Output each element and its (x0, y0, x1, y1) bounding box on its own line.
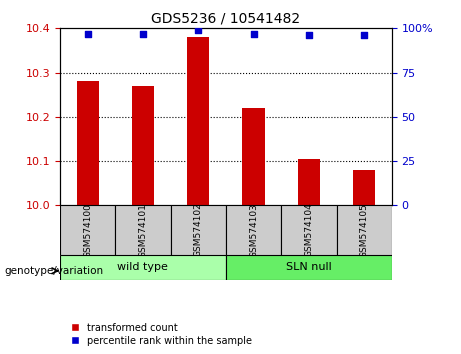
Text: GSM574105: GSM574105 (360, 202, 369, 258)
FancyBboxPatch shape (281, 205, 337, 255)
FancyBboxPatch shape (226, 255, 392, 280)
FancyBboxPatch shape (171, 205, 226, 255)
Text: GSM574101: GSM574101 (138, 202, 148, 258)
Text: GSM574100: GSM574100 (83, 202, 92, 258)
FancyBboxPatch shape (115, 205, 171, 255)
Text: GSM574103: GSM574103 (249, 202, 258, 258)
Text: genotype/variation: genotype/variation (5, 266, 104, 276)
Bar (353, 170, 375, 205)
Point (195, 27, 202, 33)
Text: wild type: wild type (118, 262, 168, 272)
Point (361, 33, 368, 38)
FancyBboxPatch shape (60, 205, 115, 255)
Point (139, 31, 147, 36)
Point (84, 31, 91, 36)
Bar (77, 81, 99, 205)
Legend: transformed count, percentile rank within the sample: transformed count, percentile rank withi… (65, 323, 252, 346)
FancyBboxPatch shape (226, 205, 281, 255)
FancyBboxPatch shape (60, 255, 226, 280)
FancyBboxPatch shape (337, 205, 392, 255)
Text: SLN null: SLN null (286, 262, 332, 272)
Point (305, 33, 313, 38)
Bar (242, 108, 265, 205)
Text: GSM574102: GSM574102 (194, 203, 203, 257)
Bar (187, 37, 209, 205)
Point (250, 31, 257, 36)
Bar (132, 86, 154, 205)
Bar (298, 159, 320, 205)
Title: GDS5236 / 10541482: GDS5236 / 10541482 (151, 12, 301, 26)
Text: GSM574104: GSM574104 (304, 203, 313, 257)
